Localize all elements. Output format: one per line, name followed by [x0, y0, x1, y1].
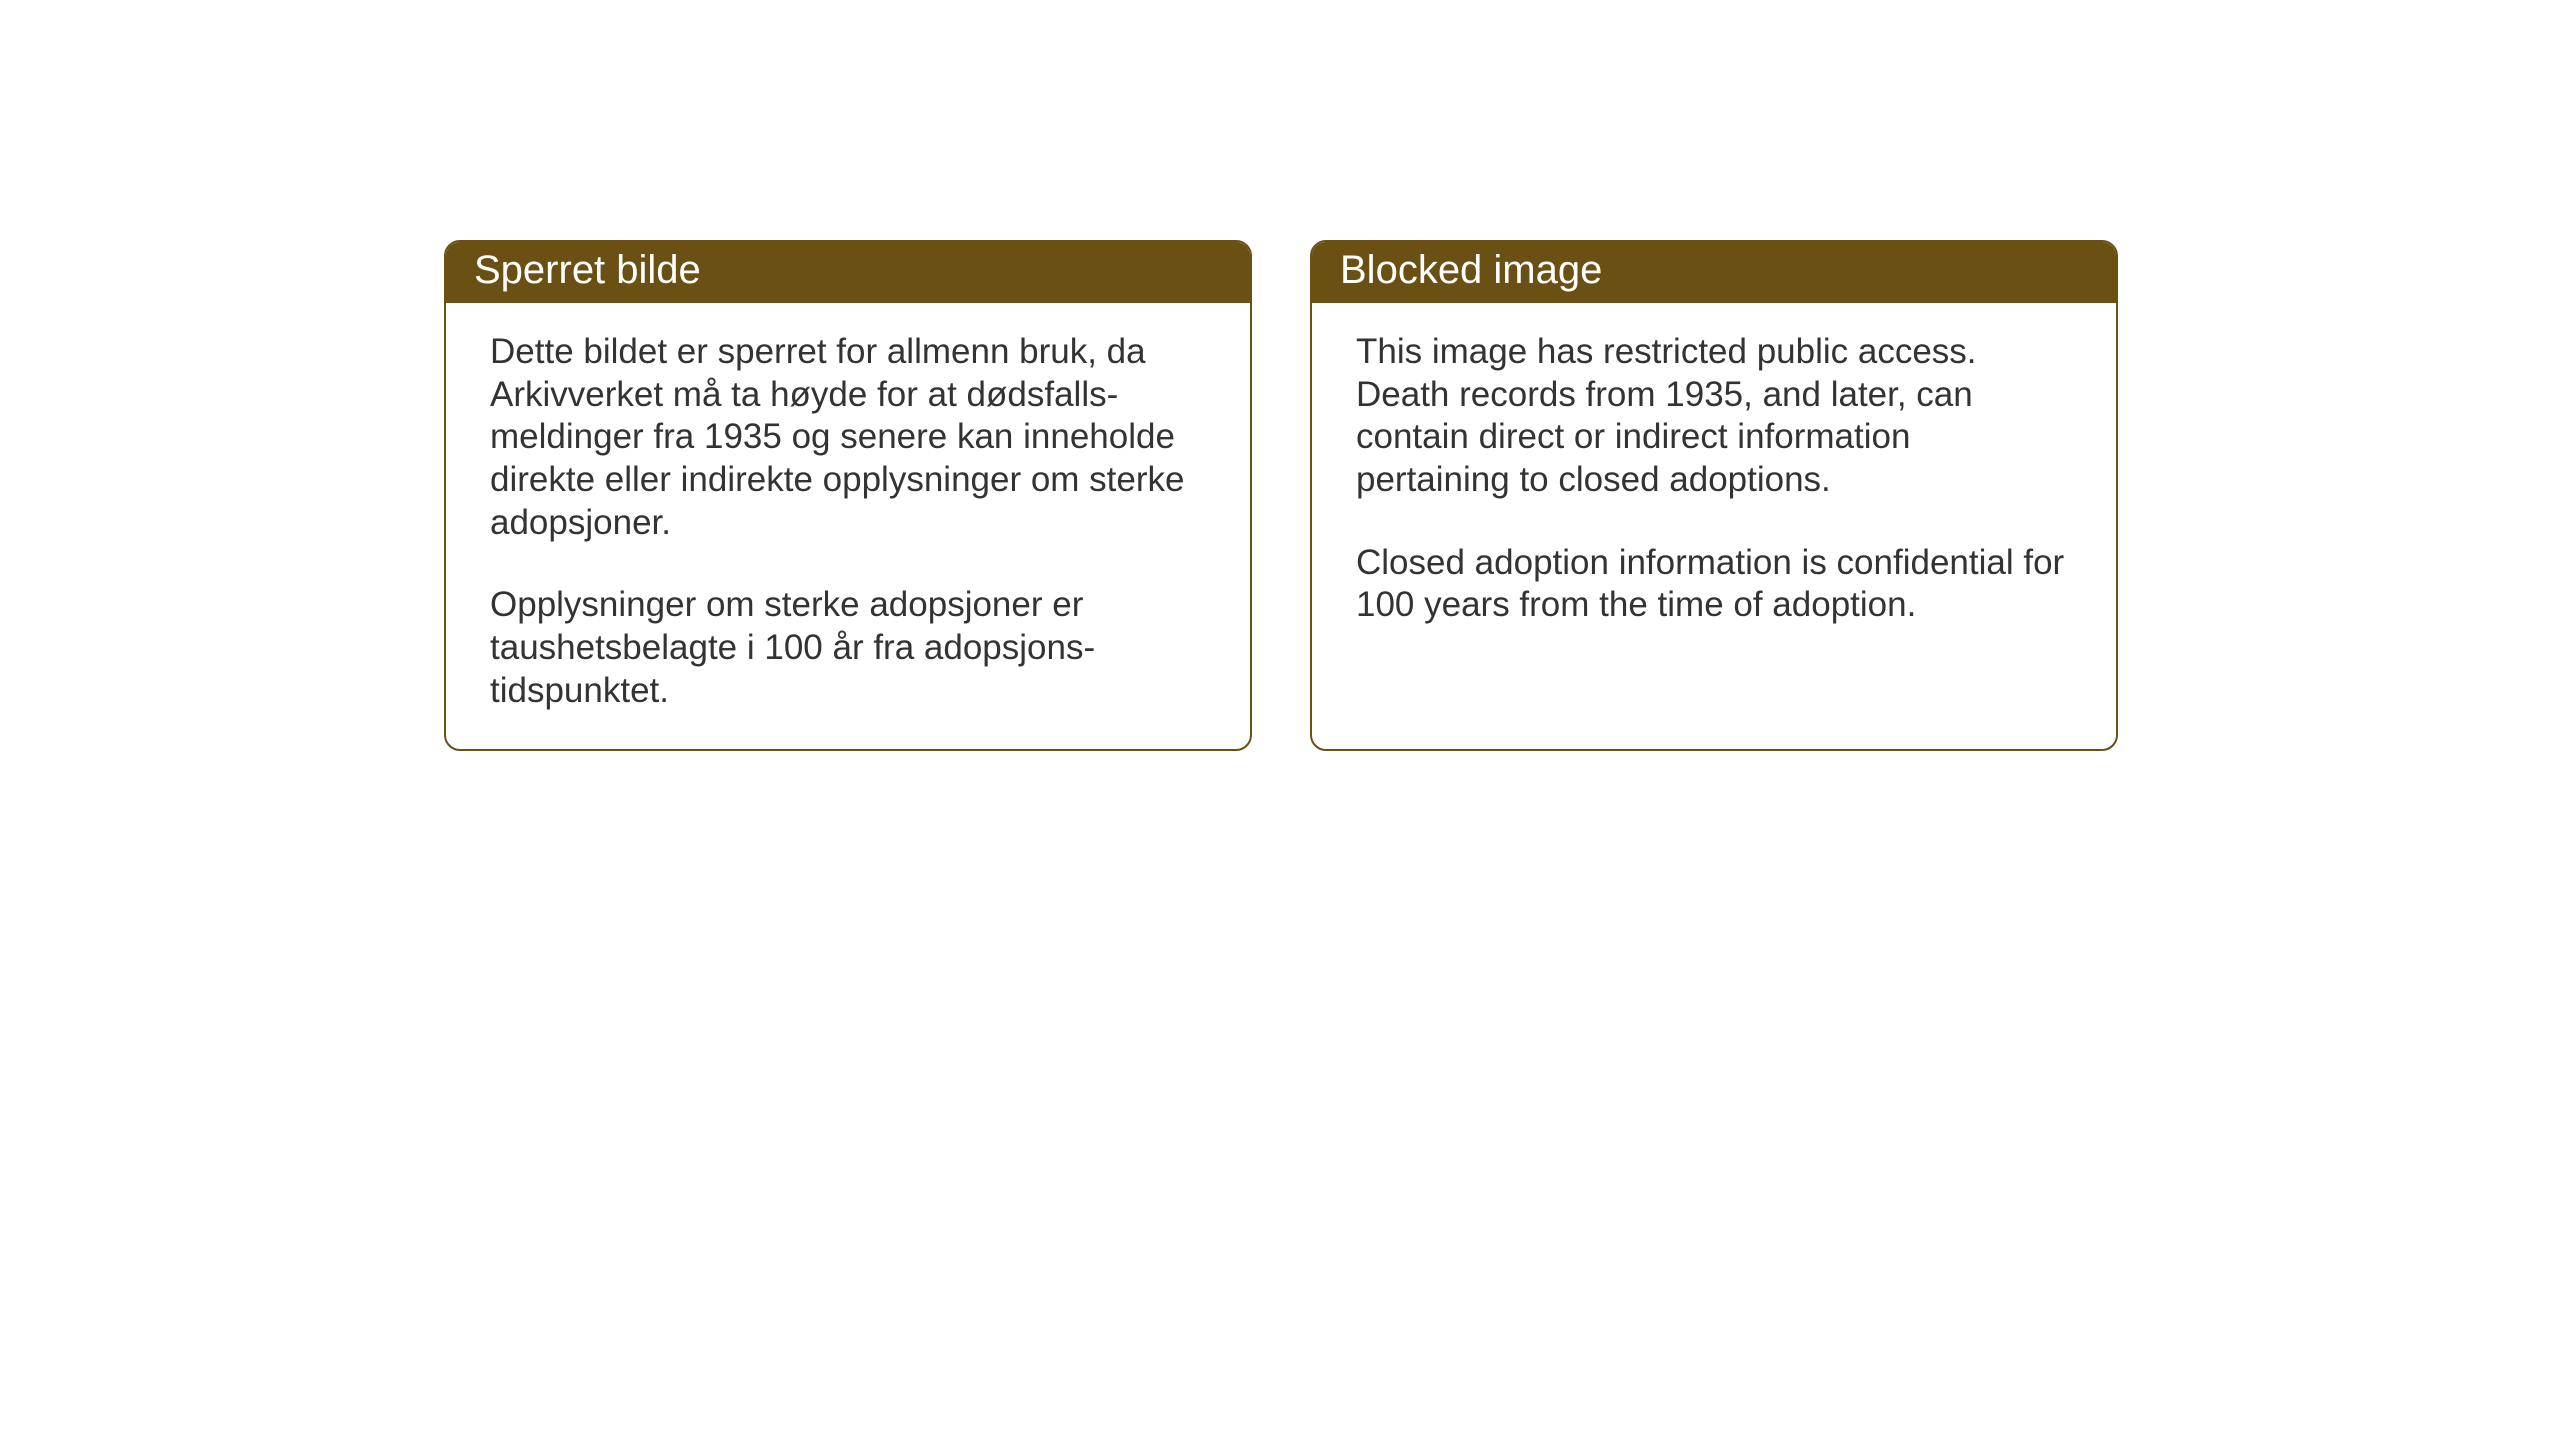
- notice-paragraph-1-norwegian: Dette bildet er sperret for allmenn bruk…: [490, 331, 1206, 544]
- notice-title-english: Blocked image: [1312, 242, 2116, 303]
- notice-title-norwegian: Sperret bilde: [446, 242, 1250, 303]
- notice-paragraph-1-english: This image has restricted public access.…: [1356, 331, 2072, 502]
- notice-card-english: Blocked image This image has restricted …: [1310, 240, 2118, 751]
- notice-container: Sperret bilde Dette bildet er sperret fo…: [444, 240, 2118, 751]
- notice-body-norwegian: Dette bildet er sperret for allmenn bruk…: [446, 303, 1250, 749]
- notice-body-english: This image has restricted public access.…: [1312, 303, 2116, 747]
- notice-paragraph-2-english: Closed adoption information is confident…: [1356, 542, 2072, 627]
- notice-card-norwegian: Sperret bilde Dette bildet er sperret fo…: [444, 240, 1252, 751]
- notice-paragraph-2-norwegian: Opplysninger om sterke adopsjoner er tau…: [490, 584, 1206, 712]
